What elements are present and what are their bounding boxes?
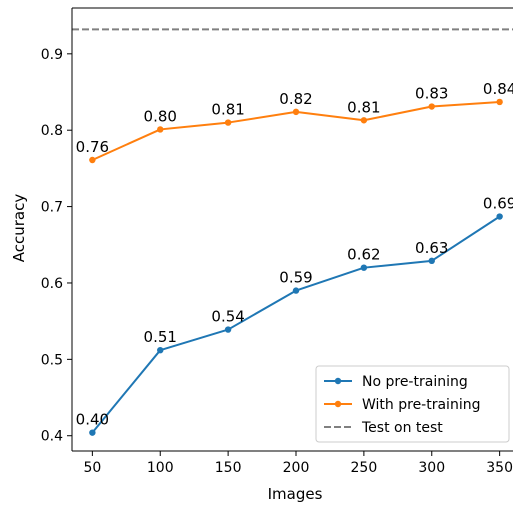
data-label: 0.81 [211,101,244,119]
x-tick-label: 350 [486,460,513,476]
legend-entry-label: No pre-training [362,374,468,390]
data-label: 0.51 [144,328,177,346]
data-label: 0.84 [483,80,513,98]
legend-entry-label: Test on test [361,420,443,436]
data-label: 0.54 [211,308,244,326]
x-tick-label: 300 [418,460,445,476]
data-label: 0.76 [76,138,109,156]
data-point [292,108,300,116]
y-tick-label: 0.9 [41,47,63,63]
data-point [428,103,435,110]
y-axis-label: Accuracy [10,194,28,263]
data-point [496,213,503,220]
legend: No pre-training With pre-training Test on … [315,365,510,443]
data-label: 0.40 [76,411,109,429]
legend-marker [334,400,342,408]
data-label: 0.62 [347,246,380,264]
data-label: 0.59 [279,269,312,287]
data-point [360,264,368,271]
legend-box [315,365,510,443]
x-axis-label: Images [268,485,323,503]
data-point [224,326,232,333]
y-tick-label: 0.4 [41,429,63,445]
legend-marker [334,377,342,385]
data-label: 0.69 [483,195,513,213]
x-tick-label: 200 [283,460,310,476]
x-tick-label: 50 [83,460,101,476]
data-point [360,117,368,124]
data-label: 0.83 [415,85,448,103]
data-label: 0.80 [144,107,177,125]
data-point [89,156,96,164]
y-tick-label: 0.8 [41,123,63,139]
y-tick-label: 0.6 [41,276,63,292]
y-tick-label: 0.7 [41,200,63,216]
data-label: 0.82 [279,90,312,108]
data-point [428,257,435,265]
data-point [496,98,503,106]
x-tick-label: 150 [215,460,242,476]
x-tick-label: 250 [351,460,378,476]
data-label: 0.81 [347,98,380,116]
data-point [157,346,164,354]
data-point [89,429,96,436]
x-tick-label: 100 [147,460,174,476]
legend-entry-label: With pre-training [362,397,480,413]
data-point [157,126,164,133]
data-label: 0.63 [415,239,448,257]
y-tick-label: 0.5 [41,352,63,368]
data-point [292,287,300,294]
data-point [224,119,232,126]
